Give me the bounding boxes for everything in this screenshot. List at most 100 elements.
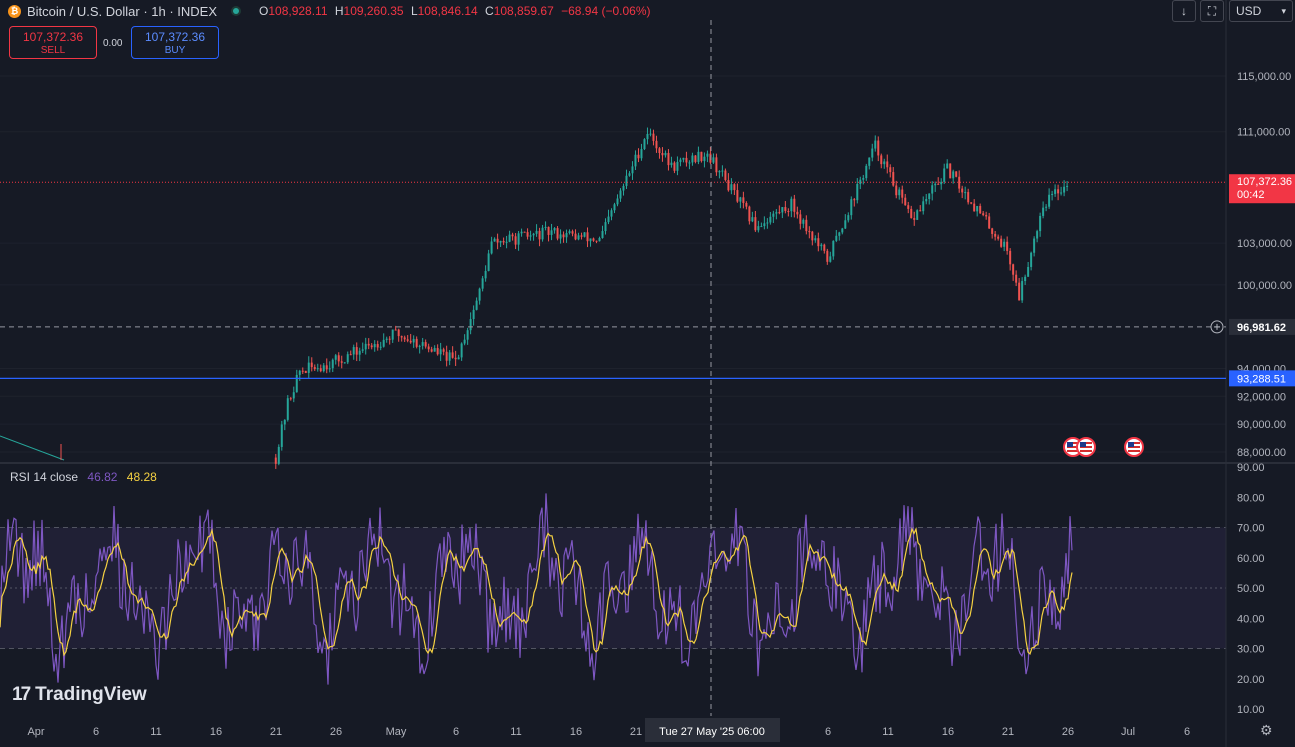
rsi-tick-label: 50.00	[1237, 583, 1265, 595]
currency-select[interactable]: USD ▾	[1229, 0, 1293, 22]
candle	[721, 165, 724, 177]
candle	[1000, 235, 1003, 248]
candle-body	[496, 238, 499, 243]
candle	[829, 251, 832, 263]
arrow-down-icon: ↓	[1181, 4, 1187, 18]
rsi-legend[interactable]: RSI 14 close 46.82 48.28	[10, 470, 157, 484]
candle-body	[778, 212, 781, 214]
candle-body	[889, 167, 892, 173]
candle	[610, 208, 613, 221]
candle-body	[289, 398, 292, 400]
candle	[940, 178, 943, 190]
tradingview-logo[interactable]: 17 TradingView	[12, 684, 147, 705]
candle-body	[718, 171, 721, 173]
candle	[772, 210, 775, 224]
candle-body	[286, 398, 289, 420]
candle	[502, 237, 505, 245]
symbol-title[interactable]: Bitcoin / U.S. Dollar · 1h · INDEX	[27, 3, 217, 19]
fullscreen-button[interactable]: ⛶	[1200, 0, 1224, 22]
time-tick-label: 11	[882, 726, 893, 738]
candle	[463, 334, 466, 346]
candle-body	[808, 231, 811, 233]
candle	[553, 227, 556, 234]
candle	[988, 212, 991, 229]
candle	[742, 191, 745, 209]
candle-body	[691, 155, 694, 163]
candle-body	[400, 336, 403, 338]
candle	[604, 218, 607, 235]
candle-body	[1018, 282, 1021, 301]
candle	[733, 183, 736, 196]
market-open-icon[interactable]	[231, 6, 241, 16]
candle-body	[823, 244, 826, 251]
candle-body	[769, 216, 772, 223]
candle	[841, 227, 844, 235]
candle	[874, 135, 877, 152]
candle-body	[988, 216, 991, 229]
candle-body	[772, 213, 775, 217]
candle-body	[925, 199, 928, 202]
candle	[1012, 263, 1015, 281]
candle	[994, 230, 997, 241]
candle-body	[835, 235, 838, 241]
candle-body	[973, 203, 976, 212]
candle	[442, 347, 445, 356]
countdown-label: 00:42	[1237, 189, 1265, 201]
candle-body	[895, 185, 898, 196]
candle	[334, 353, 337, 365]
candle	[844, 214, 847, 230]
candle-body	[745, 202, 748, 207]
candle	[670, 156, 673, 168]
sell-button[interactable]: 107,372.36 SELL	[9, 26, 97, 59]
candle	[373, 340, 376, 352]
candle	[544, 221, 547, 231]
candle-body	[529, 235, 532, 237]
candle-body	[427, 346, 430, 350]
download-button[interactable]: ↓	[1172, 0, 1196, 22]
candle	[1006, 236, 1009, 255]
candle-body	[307, 362, 310, 373]
candle	[532, 232, 535, 241]
buy-button[interactable]: 107,372.36 BUY	[131, 26, 219, 59]
sell-price: 107,372.36	[22, 30, 84, 44]
candle-body	[277, 446, 280, 464]
candle	[595, 240, 598, 244]
candle-body	[385, 338, 388, 340]
candle	[286, 395, 289, 422]
candle-body	[625, 175, 628, 186]
candle	[760, 222, 763, 228]
candle	[475, 297, 478, 311]
change-value: −68.94 (−0.06%)	[561, 4, 651, 18]
candle	[736, 183, 739, 203]
time-tick-label: Jul	[1121, 726, 1135, 738]
candle	[640, 143, 643, 161]
candle	[901, 185, 904, 204]
candle-body	[775, 212, 778, 214]
gear-icon[interactable]: ⚙	[1260, 722, 1273, 738]
candle	[457, 354, 460, 360]
candle-body	[754, 217, 757, 231]
candle-body	[565, 233, 568, 238]
candle	[985, 211, 988, 220]
candle-body	[694, 155, 697, 162]
candle	[958, 170, 961, 193]
candle-body	[640, 149, 643, 159]
candle-body	[805, 219, 808, 232]
candle	[415, 336, 418, 349]
candle-body	[1000, 238, 1003, 247]
candle	[367, 338, 370, 350]
candle	[1060, 186, 1063, 196]
candle	[592, 237, 595, 242]
candle	[970, 202, 973, 205]
candle-body	[706, 153, 709, 157]
candle	[580, 232, 583, 240]
candle	[658, 147, 661, 159]
symbol-header: ₿ Bitcoin / U.S. Dollar · 1h · INDEX O10…	[8, 2, 655, 20]
candle	[511, 232, 514, 241]
candle-body	[661, 153, 664, 156]
candle	[484, 265, 487, 282]
candle-body	[520, 231, 523, 234]
candle	[304, 370, 307, 374]
candle	[517, 230, 520, 251]
